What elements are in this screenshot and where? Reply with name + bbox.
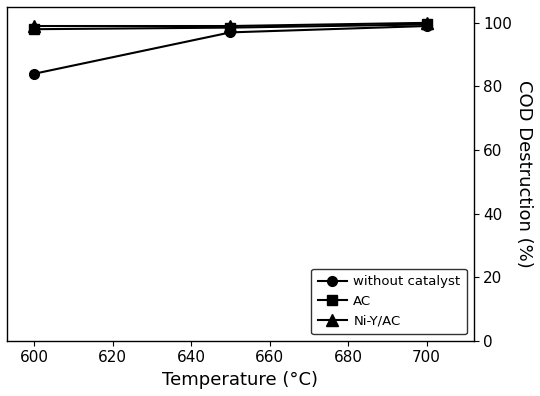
Y-axis label: COD Destruction (%): COD Destruction (%): [515, 80, 533, 268]
Line: Ni-Y/AC: Ni-Y/AC: [29, 17, 432, 32]
without catalyst: [227, 30, 234, 35]
Ni-Y/AC: [423, 21, 430, 25]
Line: without catalyst: without catalyst: [30, 21, 431, 78]
AC: [227, 25, 234, 30]
without catalyst: [423, 24, 430, 29]
AC: [423, 22, 430, 27]
without catalyst: [31, 71, 38, 76]
Line: AC: AC: [30, 19, 431, 34]
Ni-Y/AC: [227, 24, 234, 29]
Legend: without catalyst, AC, Ni-Y/AC: without catalyst, AC, Ni-Y/AC: [311, 269, 467, 334]
Ni-Y/AC: [31, 24, 38, 29]
X-axis label: Temperature (°C): Temperature (°C): [163, 371, 318, 389]
AC: [31, 27, 38, 32]
